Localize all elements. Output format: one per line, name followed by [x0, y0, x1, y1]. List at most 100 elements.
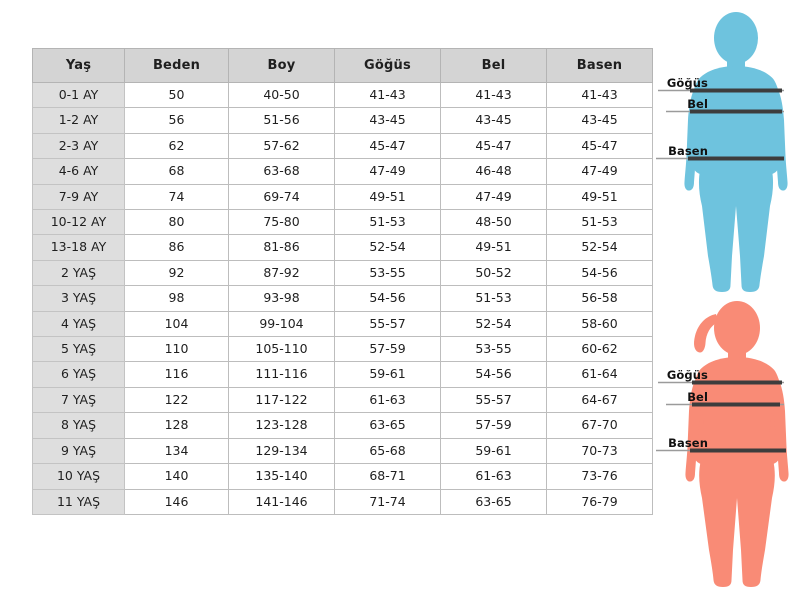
- cell-value: 52-54: [334, 234, 441, 261]
- cell-value: 57-62: [228, 132, 335, 160]
- girl-hip-label: Basen: [668, 436, 708, 450]
- cell-value: 46-48: [440, 158, 547, 185]
- cell-value: 134: [124, 437, 229, 465]
- cell-value: 41-43: [546, 81, 653, 109]
- cell-value: 55-57: [334, 310, 441, 338]
- cell-age: 2-3 AY: [32, 132, 125, 160]
- cell-value: 128: [124, 412, 229, 439]
- cell-value: 92: [124, 259, 229, 287]
- table-body: 0-1 AY 50 40-50 41-43 41-43 41-43 1-2 AY 56 51-5…: [32, 81, 653, 515]
- cell-value: 58-60: [546, 310, 653, 338]
- cell-value: 51-53: [546, 209, 653, 236]
- cell-age: 8 YAŞ: [32, 412, 125, 439]
- cell-value: 111-116: [228, 361, 335, 388]
- size-chart-table: Yaş Beden Boy Göğüs Bel Basen 0-1 AY 50 40…: [32, 48, 653, 515]
- cell-age: 11 YAŞ: [32, 488, 125, 515]
- cell-value: 60-62: [546, 336, 653, 363]
- cell-value: 49-51: [334, 183, 441, 211]
- cell-age: 5 YAŞ: [32, 336, 125, 363]
- cell-value: 40-50: [228, 81, 335, 109]
- cell-value: 43-45: [546, 107, 653, 134]
- cell-value: 61-63: [440, 463, 547, 490]
- girl-figure-panel: Göğüs Bel Basen: [648, 292, 800, 590]
- cell-value: 76-79: [546, 488, 653, 515]
- cell-value: 105-110: [228, 336, 335, 363]
- cell-value: 45-47: [440, 132, 547, 160]
- cell-value: 87-92: [228, 259, 335, 287]
- table-row: 10 YAŞ 140 135-140 68-71 61-63 73-76: [32, 463, 653, 490]
- cell-value: 81-86: [228, 234, 335, 261]
- cell-value: 104: [124, 310, 229, 338]
- cell-value: 135-140: [228, 463, 335, 490]
- cell-age: 10 YAŞ: [32, 463, 125, 490]
- table-row: 10-12 AY 80 75-80 51-53 48-50 51-53: [32, 209, 653, 236]
- cell-value: 61-63: [334, 386, 441, 414]
- cell-value: 63-68: [228, 158, 335, 185]
- column-header-bel: Bel: [440, 48, 547, 83]
- cell-value: 56-58: [546, 285, 653, 312]
- cell-value: 51-53: [334, 209, 441, 236]
- boy-hip-label: Basen: [668, 144, 708, 158]
- cell-value: 57-59: [440, 412, 547, 439]
- boy-measurement-lines: [656, 88, 784, 161]
- cell-age: 10-12 AY: [32, 209, 125, 236]
- cell-value: 61-64: [546, 361, 653, 388]
- cell-value: 43-45: [334, 107, 441, 134]
- cell-value: 41-43: [440, 81, 547, 109]
- boy-waist-label: Bel: [687, 97, 708, 111]
- cell-value: 49-51: [546, 183, 653, 211]
- cell-value: 51-53: [440, 285, 547, 312]
- cell-value: 123-128: [228, 412, 335, 439]
- table-row: 11 YAŞ 146 141-146 71-74 63-65 76-79: [32, 488, 653, 515]
- cell-value: 48-50: [440, 209, 547, 236]
- cell-age: 6 YAŞ: [32, 361, 125, 388]
- column-header-basen: Basen: [546, 48, 653, 83]
- cell-value: 54-56: [334, 285, 441, 312]
- table-row: 4 YAŞ 104 99-104 55-57 52-54 58-60: [32, 310, 653, 338]
- cell-value: 53-55: [334, 259, 441, 287]
- cell-value: 51-56: [228, 107, 335, 134]
- cell-age: 3 YAŞ: [32, 285, 125, 312]
- cell-value: 54-56: [440, 361, 547, 388]
- cell-value: 63-65: [440, 488, 547, 515]
- cell-age: 9 YAŞ: [32, 437, 125, 465]
- cell-value: 52-54: [440, 310, 547, 338]
- cell-value: 62: [124, 132, 229, 160]
- cell-age: 4 YAŞ: [32, 310, 125, 338]
- cell-value: 122: [124, 386, 229, 414]
- column-header-boy: Boy: [228, 48, 335, 83]
- cell-value: 68-71: [334, 463, 441, 490]
- cell-value: 116: [124, 361, 229, 388]
- cell-value: 63-65: [334, 412, 441, 439]
- table-header: Yaş Beden Boy Göğüs Bel Basen: [32, 48, 653, 83]
- table-row: 4-6 AY 68 63-68 47-49 46-48 47-49: [32, 158, 653, 185]
- cell-value: 53-55: [440, 336, 547, 363]
- cell-value: 110: [124, 336, 229, 363]
- column-header-beden: Beden: [124, 48, 229, 83]
- cell-age: 7-9 AY: [32, 183, 125, 211]
- table-row: 2-3 AY 62 57-62 45-47 45-47 45-47: [32, 132, 653, 160]
- table-row: 7-9 AY 74 69-74 49-51 47-49 49-51: [32, 183, 653, 211]
- cell-value: 146: [124, 488, 229, 515]
- cell-value: 50: [124, 81, 229, 109]
- table-row: 1-2 AY 56 51-56 43-45 43-45 43-45: [32, 107, 653, 134]
- boy-chest-label: Göğüs: [666, 76, 708, 90]
- cell-value: 129-134: [228, 437, 335, 465]
- cell-value: 52-54: [546, 234, 653, 261]
- cell-value: 98: [124, 285, 229, 312]
- table-row: 7 YAŞ 122 117-122 61-63 55-57 64-67: [32, 386, 653, 414]
- cell-value: 80: [124, 209, 229, 236]
- girl-waist-label: Bel: [687, 390, 708, 404]
- table-row: 13-18 AY 86 81-86 52-54 49-51 52-54: [32, 234, 653, 261]
- cell-value: 74: [124, 183, 229, 211]
- cell-value: 50-52: [440, 259, 547, 287]
- cell-value: 140: [124, 463, 229, 490]
- cell-age: 1-2 AY: [32, 107, 125, 134]
- cell-value: 59-61: [334, 361, 441, 388]
- cell-value: 47-49: [440, 183, 547, 211]
- cell-value: 64-67: [546, 386, 653, 414]
- cell-value: 93-98: [228, 285, 335, 312]
- cell-value: 67-70: [546, 412, 653, 439]
- cell-value: 56: [124, 107, 229, 134]
